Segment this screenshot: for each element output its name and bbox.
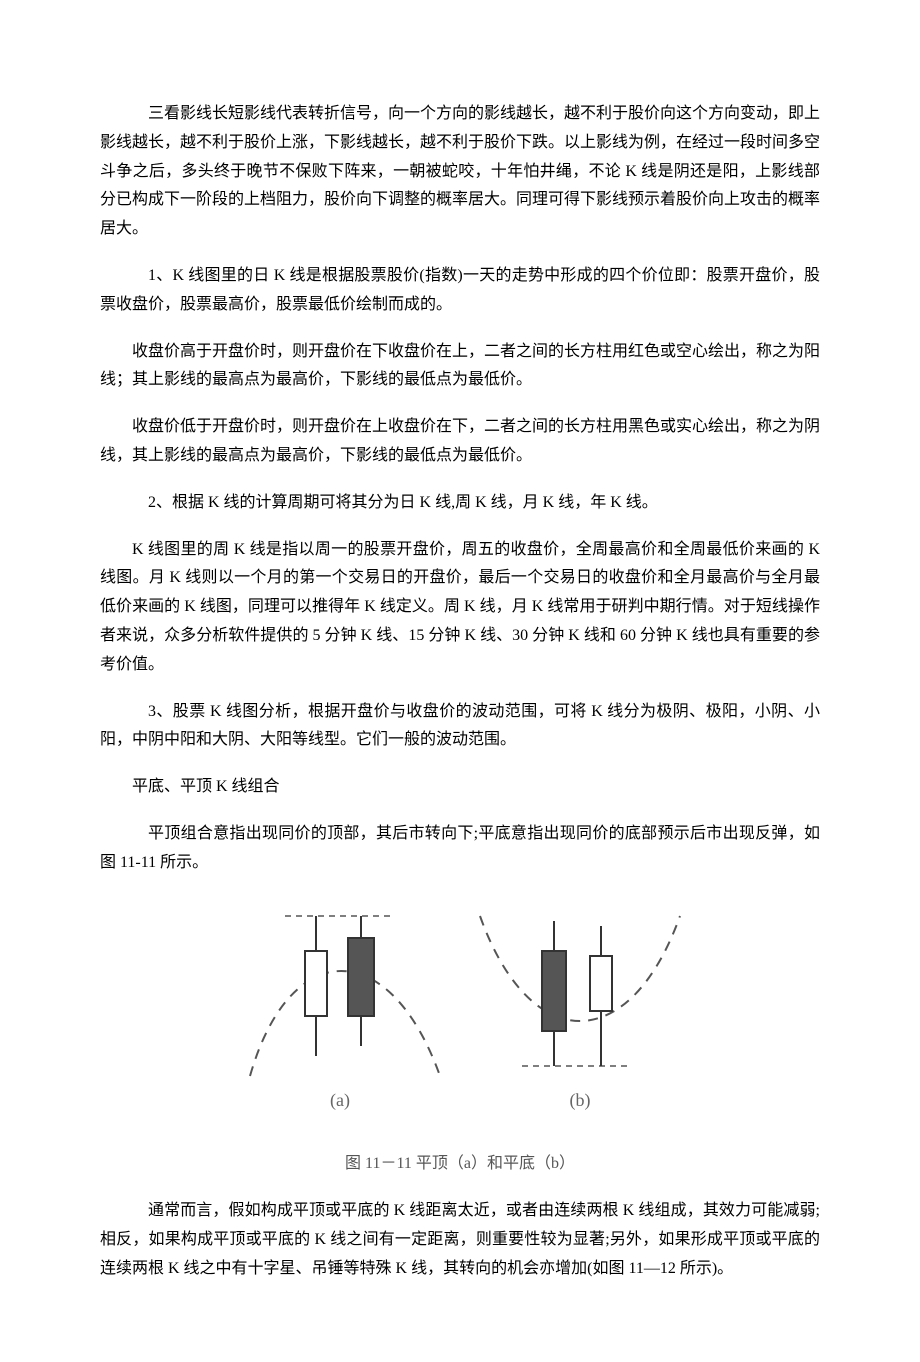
figure-caption: 图 11－11 平顶（a）和平底（b） — [100, 1150, 820, 1179]
paragraph-shadow-line: 三看影线长短影线代表转折信号，向一个方向的影线越长，越不利于股价向这个方向变动，… — [100, 100, 820, 244]
paragraph-yin-line: 收盘价低于开盘价时，则开盘价在上收盘价在下，二者之间的长方柱用黑色或实心绘出，称… — [100, 413, 820, 471]
paragraph-classification: 3、股票 K 线图分析，根据开盘价与收盘价的波动范围，可将 K 线分为极阴、极阳… — [100, 698, 820, 756]
paragraph-flat-top-intro: 平顶组合意指出现同价的顶部，其后市转向下;平底意指出现同价的底部预示后市出现反弹… — [100, 820, 820, 878]
svg-text:(a): (a) — [330, 1090, 350, 1111]
figure-11-11: (a) (b) 图 11－11 平顶（a）和平底（b） — [100, 896, 820, 1180]
paragraph-daily-k: 1、K 线图里的日 K 线是根据股票股价(指数)一天的走势中形成的四个价位即：股… — [100, 262, 820, 320]
svg-text:(b): (b) — [570, 1090, 591, 1111]
paragraph-weekly-k: K 线图里的周 K 线是指以周一的股票开盘价，周五的收盘价，全周最高价和全周最低… — [100, 536, 820, 680]
paragraph-yang-line: 收盘价高于开盘价时，则开盘价在下收盘价在上，二者之间的长方柱用红色或空心绘出，称… — [100, 338, 820, 396]
paragraph-flat-top-note: 通常而言，假如构成平顶或平底的 K 线距离太近，或者由连续两根 K 线组成，其效… — [100, 1197, 820, 1283]
section-flat-top-bottom: 平底、平顶 K 线组合 — [100, 773, 820, 802]
figure-svg: (a) (b) — [230, 896, 690, 1136]
paragraph-period: 2、根据 K 线的计算周期可将其分为日 K 线,周 K 线，月 K 线，年 K … — [100, 489, 820, 518]
